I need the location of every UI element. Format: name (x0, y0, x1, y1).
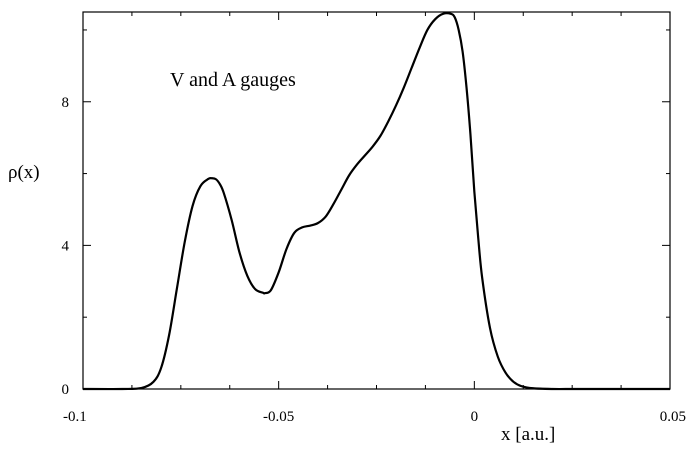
annotation-label: V and A gauges (170, 69, 296, 91)
x-tick-label: 0 (471, 409, 479, 425)
axis-tick-labels: -0.1 -0.05 0 0.05 0 4 8 (62, 95, 687, 425)
x-tick-label: -0.05 (263, 409, 294, 425)
y-tick-label: 4 (62, 238, 70, 254)
x-tick-label: 0.05 (660, 409, 686, 425)
x-tick-label: -0.1 (63, 409, 87, 425)
y-tick-label: 8 (62, 95, 70, 111)
x-axis-label: x [a.u.] (501, 424, 555, 445)
y-axis-label: ρ(x) (8, 162, 40, 183)
y-tick-label: 0 (62, 382, 70, 398)
density-curve (82, 12, 670, 391)
